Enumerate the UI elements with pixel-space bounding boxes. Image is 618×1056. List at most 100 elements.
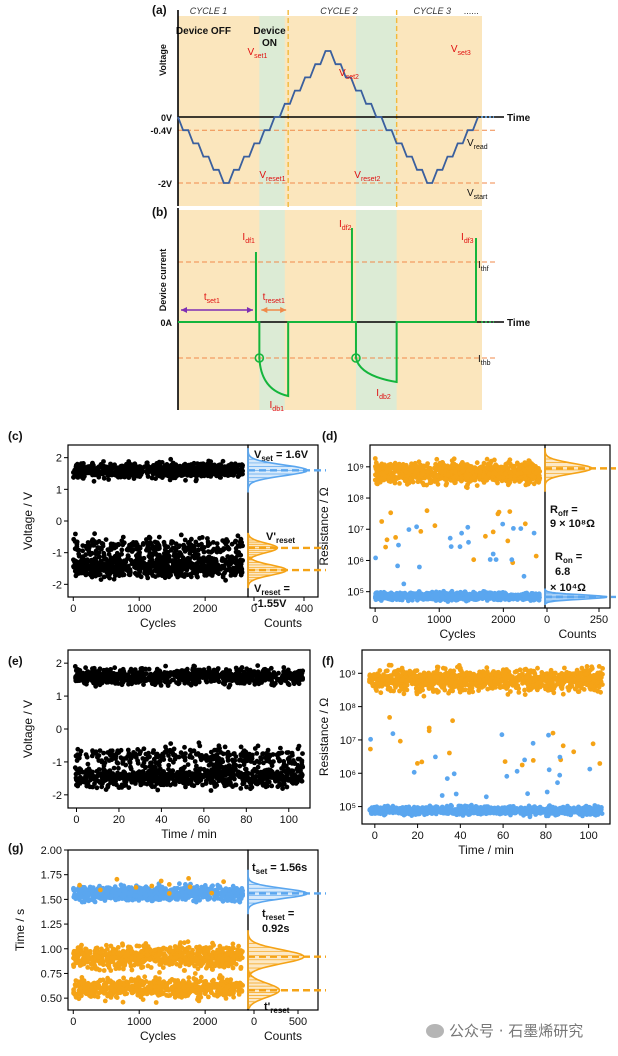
- ron-outlier-point: [401, 581, 407, 587]
- vset-point: [119, 669, 124, 675]
- ron-point: [502, 591, 508, 597]
- vset-point: [137, 673, 142, 678]
- ron-outlier-series: [373, 521, 537, 587]
- vset-point: [169, 677, 175, 683]
- vset-point: [115, 474, 121, 480]
- vreset-point: [222, 744, 228, 750]
- vreset-point: [208, 549, 214, 555]
- vreset-point: [185, 572, 191, 578]
- vreset-point: [138, 574, 144, 580]
- vreset-point: [182, 537, 188, 543]
- vset-point: [75, 475, 81, 480]
- vreset-point: [232, 539, 238, 545]
- arrow-head: [181, 307, 187, 313]
- vreset-point: [202, 571, 208, 577]
- ron-point: [373, 593, 379, 598]
- vset-point: [149, 475, 155, 481]
- vreset-point: [239, 570, 245, 575]
- vreset-point: [92, 562, 98, 567]
- vset-point: [231, 472, 237, 477]
- vreset-point: [103, 537, 109, 542]
- vreset-point: [209, 573, 215, 578]
- vreset-point: [201, 555, 207, 560]
- vreset-point: [170, 558, 176, 563]
- ron-point: [520, 592, 526, 598]
- roff-point: [427, 465, 433, 471]
- vreset-point: [125, 553, 131, 558]
- roff-outlier-point: [522, 521, 528, 527]
- vset-point: [77, 669, 82, 674]
- y-tick-label: 0V: [161, 113, 172, 123]
- vset-point: [204, 679, 210, 685]
- vset-point: [136, 466, 141, 472]
- roff-point: [517, 479, 522, 484]
- vreset-point: [172, 782, 178, 787]
- vset-point: [120, 466, 126, 471]
- vreset-point: [80, 567, 85, 572]
- y-tick-label: 2: [56, 453, 62, 465]
- vset-point: [263, 675, 269, 681]
- roff-point: [522, 476, 528, 482]
- roff-point: [403, 469, 409, 475]
- x-tick-label: 0: [544, 614, 550, 626]
- vreset-point: [240, 558, 246, 563]
- vreset-point: [210, 540, 216, 545]
- roff-point: [474, 460, 480, 466]
- vreset-point: [83, 752, 89, 757]
- panel-label: (c): [8, 429, 23, 443]
- ron-outlier-point: [414, 524, 419, 530]
- vreset-point: [129, 549, 135, 554]
- vset-point: [164, 677, 169, 683]
- vset-point: [206, 666, 212, 672]
- vreset-point: [230, 558, 235, 563]
- vset-point: [188, 463, 194, 469]
- vreset-point: [178, 532, 184, 538]
- roff-point: [392, 460, 398, 466]
- vreset-point: [108, 544, 114, 550]
- ron-outlier-point: [531, 530, 537, 536]
- vset-point: [146, 666, 152, 672]
- roff-point: [535, 478, 541, 484]
- roff-point: [481, 460, 487, 466]
- vreset-point: [154, 561, 160, 567]
- vreset-point: [122, 563, 128, 569]
- vset-point: [120, 473, 126, 479]
- vreset-point: [215, 545, 220, 551]
- vreset-point: [211, 563, 216, 569]
- vreset-point: [141, 555, 147, 561]
- y-tick-label: -2V: [158, 179, 172, 189]
- vset-point: [198, 461, 204, 467]
- vset-point: [255, 669, 261, 675]
- vreset-point: [111, 576, 117, 582]
- vreset-point: [196, 542, 201, 548]
- vreset-point: [226, 566, 232, 571]
- vreset-point: [235, 533, 241, 539]
- vreset-point: [214, 541, 220, 546]
- vset-point: [192, 664, 198, 669]
- ron-point: [431, 593, 437, 598]
- vreset-point: [173, 572, 179, 577]
- roff-outlier-point: [384, 537, 390, 543]
- vset-point: [154, 472, 160, 477]
- vreset-point: [145, 571, 151, 576]
- vset-point: [87, 468, 93, 474]
- roff-point: [439, 469, 445, 475]
- roff-outlier-point: [432, 523, 438, 529]
- vreset-point: [196, 547, 201, 553]
- roff-point: [384, 467, 390, 472]
- roff-point: [506, 478, 512, 484]
- vreset-point: [116, 765, 121, 771]
- vset-point: [151, 465, 157, 471]
- roff-outlier-point: [483, 533, 488, 539]
- roff-point: [530, 473, 535, 479]
- vreset-point: [117, 558, 123, 564]
- roff-point: [526, 469, 532, 475]
- roff-point: [492, 477, 498, 483]
- vset-point: [152, 682, 158, 688]
- vreset-point: [138, 563, 144, 569]
- vset-point: [238, 667, 244, 673]
- x-tick-label: 1000: [427, 614, 451, 626]
- voltage-series: [177, 50, 479, 184]
- vreset-point: [167, 757, 173, 763]
- ron-point: [440, 595, 446, 600]
